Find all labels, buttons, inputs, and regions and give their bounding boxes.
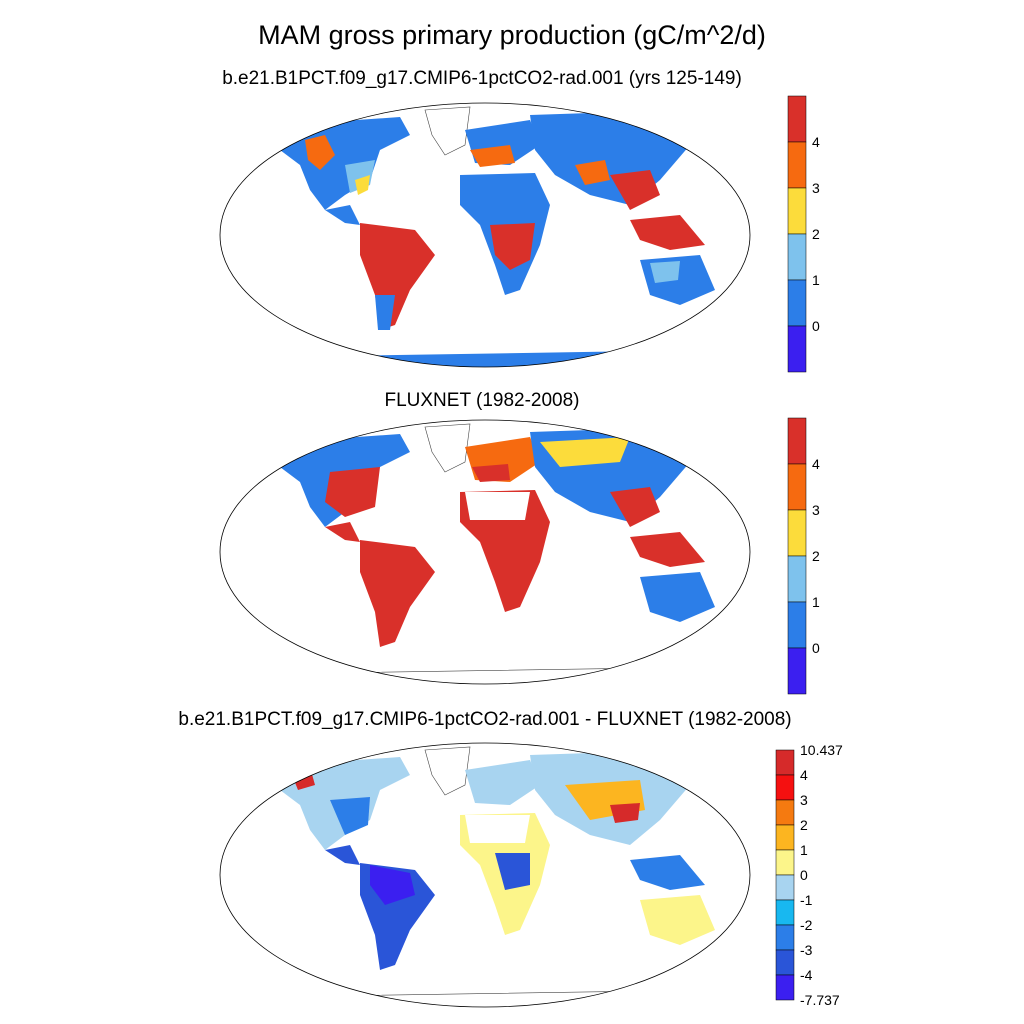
colorbar-bin: [787, 141, 807, 189]
colorbar-tick-label: -1: [800, 892, 813, 908]
colorbar-bin: [787, 233, 807, 281]
colorbar-tick-label: 2: [812, 548, 820, 564]
colorbar-bin: [787, 555, 807, 603]
panel1-title: b.e21.B1PCT.f09_g17.CMIP6-1pctCO2-rad.00…: [222, 68, 742, 89]
colorbar-tick-label: 1: [812, 594, 820, 610]
colorbar-bin: [787, 509, 807, 557]
colorbar-tick-label: 0: [812, 640, 820, 656]
panel2-colorbar: 4 3 2 1 0: [787, 417, 820, 695]
panel1-colorbar: 4 3 2 1 0: [787, 95, 820, 373]
colorbar-tick-label: 2: [812, 226, 820, 242]
colorbar-tick-label: 4: [800, 767, 808, 783]
colorbar-tick-label: 4: [812, 456, 820, 472]
colorbar-bin: [787, 187, 807, 235]
colorbar-bin: [787, 279, 807, 327]
colorbar-bin: [787, 325, 807, 373]
colorbar-tick-label: -2: [800, 917, 813, 933]
colorbar-bin: [775, 774, 795, 801]
colorbar-bin: [775, 899, 795, 926]
colorbar-bin: [775, 749, 795, 776]
colorbar-tick-label: 3: [812, 502, 820, 518]
colorbar-bin: [787, 463, 807, 511]
colorbar-bin: [775, 874, 795, 901]
panel3-title: b.e21.B1PCT.f09_g17.CMIP6-1pctCO2-rad.00…: [178, 709, 792, 730]
colorbar-bin: [787, 95, 807, 143]
colorbar-tick-label: 10.437: [800, 742, 843, 758]
colorbar-bin: [775, 924, 795, 951]
colorbar-tick-label: -3: [800, 942, 813, 958]
colorbar-tick-label: 3: [812, 180, 820, 196]
colorbar-bin: [775, 824, 795, 851]
panel2-title: FLUXNET (1982-2008): [384, 390, 580, 411]
panel2-map: [219, 419, 751, 685]
colorbar-bin: [775, 799, 795, 826]
figure-title: MAM gross primary production (gC/m^2/d): [258, 20, 766, 50]
colorbar-tick-label: 0: [812, 318, 820, 334]
colorbar-tick-label: 4: [812, 134, 820, 150]
colorbar-bin: [787, 647, 807, 695]
colorbar-bin: [787, 601, 807, 649]
colorbar-tick-label: 3: [800, 792, 808, 808]
colorbar-tick-label: 2: [800, 817, 808, 833]
colorbar-bin: [775, 849, 795, 876]
panel2-land: [249, 423, 731, 684]
colorbar-tick-label: -4: [800, 967, 813, 983]
colorbar-tick-label: 1: [800, 842, 808, 858]
colorbar-bin: [775, 949, 795, 976]
colorbar-bin: [775, 974, 795, 1001]
panel1-map: [219, 102, 751, 368]
panel3-colorbar: 10.437 4 3 2 1 0 -1 -2 -3 -4 -7.737: [775, 742, 843, 1008]
panel3-map: [219, 742, 751, 1008]
colorbar-tick-label: 0: [800, 867, 808, 883]
colorbar-bin: [787, 417, 807, 465]
colorbar-tick-label: 1: [812, 272, 820, 288]
colorbar-tick-label: -7.737: [800, 992, 840, 1008]
